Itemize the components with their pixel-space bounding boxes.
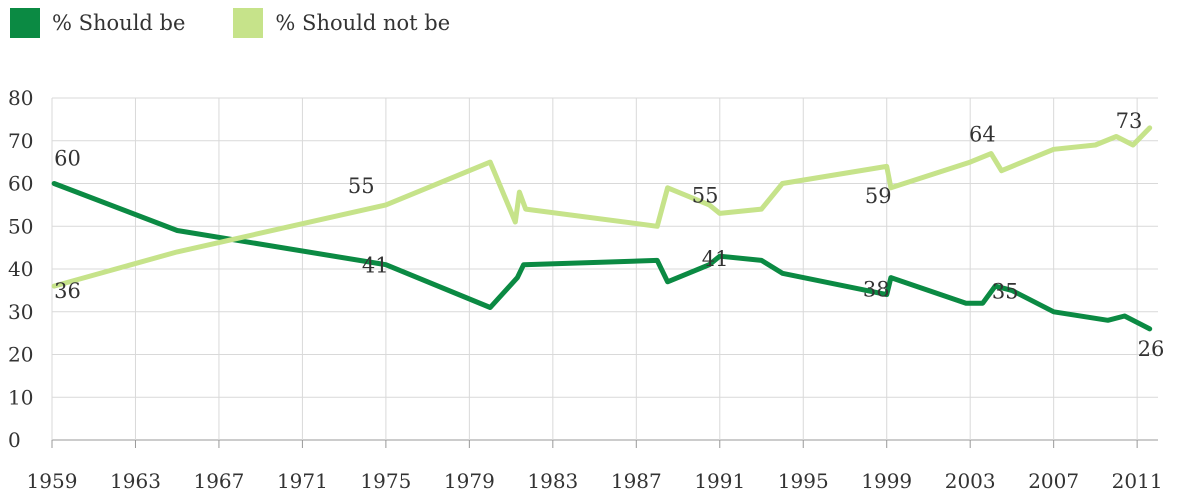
x-tick-label: 2011 bbox=[1112, 469, 1163, 493]
x-tick-label: 2007 bbox=[1028, 469, 1079, 493]
should-be-data-label: 60 bbox=[54, 147, 81, 171]
x-tick-label: 1979 bbox=[444, 469, 495, 493]
y-tick-label: 30 bbox=[8, 300, 33, 324]
x-tick-label: 1995 bbox=[778, 469, 829, 493]
should-be-data-label: 35 bbox=[992, 279, 1019, 303]
x-tick-label: 1983 bbox=[527, 469, 578, 493]
should-be-data-label: 26 bbox=[1138, 337, 1165, 361]
legend: % Should be % Should not be bbox=[10, 8, 498, 38]
y-tick-label: 20 bbox=[8, 343, 33, 367]
y-tick-label: 50 bbox=[8, 214, 33, 238]
series-group bbox=[51, 125, 1153, 332]
should-be-data-label: 41 bbox=[702, 247, 729, 271]
y-tick-label: 80 bbox=[8, 86, 33, 110]
legend-label-should-be: % Should be bbox=[52, 11, 186, 35]
legend-label-should-not-be: % Should not be bbox=[275, 11, 451, 35]
legend-swatch-should-be bbox=[10, 8, 40, 38]
series-line-should-not-be bbox=[51, 125, 1153, 289]
x-tick-label: 1975 bbox=[360, 469, 411, 493]
x-tick-label: 1991 bbox=[694, 469, 745, 493]
should-be-data-label: 38 bbox=[863, 278, 890, 302]
x-tick-label: 1963 bbox=[110, 469, 161, 493]
x-tick-label: 1967 bbox=[193, 469, 244, 493]
y-tick-label: 40 bbox=[8, 257, 33, 281]
should-not-be-data-label: 73 bbox=[1116, 109, 1143, 133]
should-not-be-data-label: 55 bbox=[692, 183, 719, 207]
legend-item-should-not-be: % Should not be bbox=[233, 8, 450, 38]
should-not-be-data-label: 59 bbox=[865, 184, 892, 208]
should-not-be-data-label: 64 bbox=[969, 123, 996, 147]
y-tick-label: 10 bbox=[8, 385, 33, 409]
grid-lines bbox=[51, 97, 1158, 448]
x-tick-label: 1959 bbox=[27, 469, 78, 493]
should-be-data-label: 41 bbox=[362, 254, 389, 278]
x-tick-label: 1971 bbox=[277, 469, 328, 493]
x-axis-ticks: 1959 1963 1967 1971 1975 1979 1983 1987 1991 1995… bbox=[27, 469, 1163, 493]
x-tick-label: 2003 bbox=[945, 469, 996, 493]
legend-swatch-should-not-be bbox=[233, 8, 264, 38]
x-tick-label: 1987 bbox=[611, 469, 662, 493]
should-not-be-data-label: 55 bbox=[348, 174, 375, 198]
series-line-should-be bbox=[51, 181, 1153, 332]
x-tick-label: 1999 bbox=[861, 469, 912, 493]
legend-item-should-be: % Should be bbox=[10, 8, 185, 38]
should-not-be-data-label: 36 bbox=[54, 279, 81, 303]
data-labels: 60 41 41 38 35 26 36 55 55 59 64 73 bbox=[54, 109, 1164, 361]
y-axis-ticks: 0 10 20 30 40 50 60 70 80 bbox=[8, 86, 33, 452]
y-tick-label: 70 bbox=[8, 129, 33, 153]
y-tick-label: 0 bbox=[8, 428, 21, 452]
y-tick-label: 60 bbox=[8, 172, 33, 196]
